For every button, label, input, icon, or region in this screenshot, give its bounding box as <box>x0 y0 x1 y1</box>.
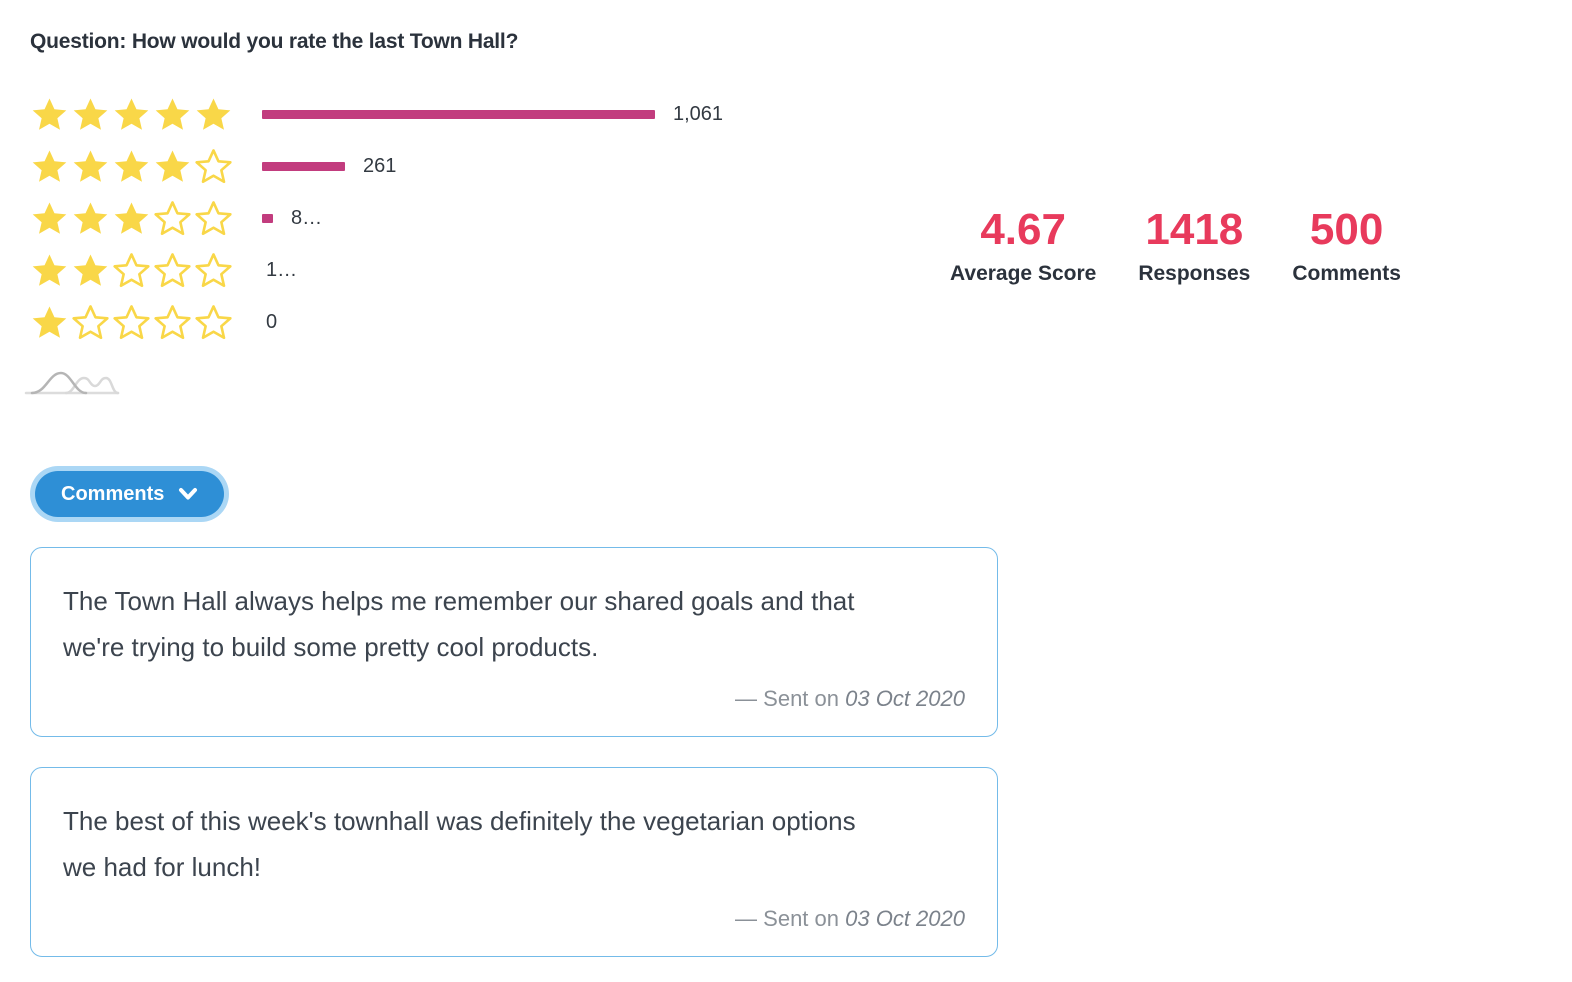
comments-count-value: 500 <box>1309 205 1384 254</box>
star-outline-icon <box>195 200 232 235</box>
star-outline-icon <box>154 252 191 287</box>
sent-prefix: — Sent on <box>735 906 846 931</box>
comment-card: The best of this week's townhall was def… <box>30 767 998 957</box>
comment-text: The Town Hall always helps me remember o… <box>63 586 855 662</box>
star-icon <box>73 253 108 286</box>
star-rating-icons <box>30 148 234 185</box>
rating-count-label: 1… <box>266 258 298 281</box>
comments-list: The Town Hall always helps me remember o… <box>30 547 998 957</box>
rating-bar <box>262 213 273 223</box>
rating-count-label: 0 <box>266 310 278 333</box>
star-icon <box>32 201 67 234</box>
comment-sent-line: — Sent on 03 Oct 2020 <box>63 686 965 712</box>
star-outline-icon <box>195 252 232 287</box>
rating-bar <box>262 109 655 119</box>
rating-row-4-stars: 261 <box>30 140 723 192</box>
sent-date: 03 Oct 2020 <box>845 686 965 711</box>
rating-count-label: 8… <box>291 206 323 229</box>
star-icon <box>73 149 108 182</box>
rating-row-5-stars: 1,061 <box>30 88 723 140</box>
star-outline-icon <box>113 304 150 339</box>
rating-count-label: 1,061 <box>673 102 724 125</box>
rating-bar <box>262 161 345 171</box>
star-outline-icon <box>113 252 150 287</box>
comment-text: The best of this week's townhall was def… <box>63 806 856 882</box>
star-icon <box>114 201 149 234</box>
star-outline-icon <box>195 304 232 339</box>
star-icon <box>114 149 149 182</box>
rating-row-1-star: 0 <box>30 296 723 348</box>
star-icon <box>155 97 190 130</box>
rating-row-2-stars: 1… <box>30 244 723 296</box>
question-title: Question: How would you rate the last To… <box>30 30 519 53</box>
comments-toggle-button[interactable]: Comments <box>35 471 225 517</box>
star-rating-icons <box>30 96 234 133</box>
star-icon <box>155 149 190 182</box>
star-outline-icon <box>72 304 109 339</box>
average-score-label: Average Score <box>950 262 1097 286</box>
star-outline-icon <box>154 304 191 339</box>
rating-distribution-chart: 1,061 261 8… 1… <box>30 88 723 348</box>
stat-average-score: 4.67 Average Score <box>950 205 1097 286</box>
star-rating-icons <box>30 304 234 341</box>
star-icon <box>32 253 67 286</box>
star-icon <box>114 97 149 130</box>
star-icon <box>32 305 67 338</box>
responses-value: 1418 <box>1145 205 1244 254</box>
star-rating-icons <box>30 200 234 237</box>
stats-summary: 4.67 Average Score 1418 Responses 500 Co… <box>950 205 1401 286</box>
star-icon <box>32 149 67 182</box>
stat-comments: 500 Comments <box>1292 205 1401 286</box>
star-icon <box>73 97 108 130</box>
average-score-value: 4.67 <box>980 205 1066 254</box>
comment-card: The Town Hall always helps me remember o… <box>30 547 998 737</box>
star-icon <box>32 97 67 130</box>
star-outline-icon <box>195 148 232 183</box>
responses-label: Responses <box>1138 262 1251 286</box>
stat-responses: 1418 Responses <box>1138 205 1251 286</box>
chevron-down-icon <box>178 487 198 501</box>
distribution-curve-icon[interactable] <box>24 366 120 400</box>
star-outline-icon <box>154 200 191 235</box>
star-rating-icons <box>30 252 234 289</box>
star-icon <box>73 201 108 234</box>
star-icon <box>196 97 231 130</box>
sent-date: 03 Oct 2020 <box>845 906 965 931</box>
comments-count-label: Comments <box>1292 262 1401 286</box>
rating-count-label: 261 <box>363 154 397 177</box>
comments-button-label: Comments <box>61 482 165 505</box>
comment-sent-line: — Sent on 03 Oct 2020 <box>63 906 965 932</box>
sent-prefix: — Sent on <box>735 686 846 711</box>
rating-row-3-stars: 8… <box>30 192 723 244</box>
